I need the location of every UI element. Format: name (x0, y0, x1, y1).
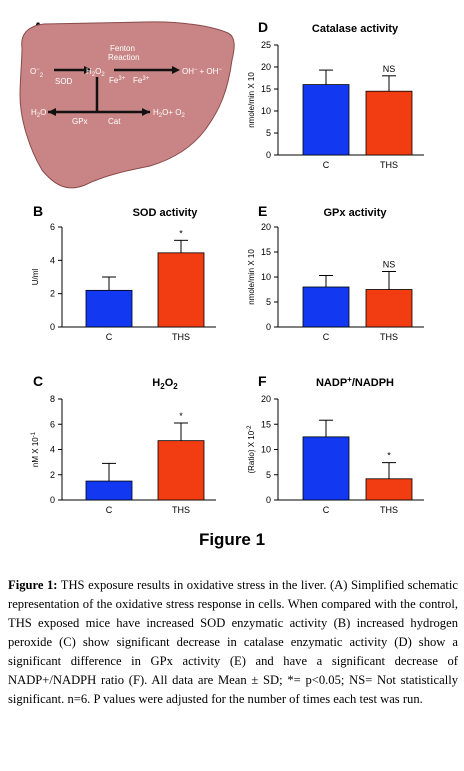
chart-d-bar-ths (365, 90, 413, 156)
chart-d-y-tick-label: 5 (266, 128, 271, 138)
o2-label: O−2 (30, 67, 44, 79)
chart-b-panel-letter: B (33, 203, 43, 219)
chart-d-title: Catalase activity (312, 23, 399, 35)
chart-f-category-label: THS (380, 505, 398, 515)
figure-label: Figure 1 (198, 530, 266, 549)
chart-e-y-tick-label: 0 (266, 322, 271, 332)
fenton-label: Fenton (110, 44, 135, 53)
caption-label: Figure 1: (8, 578, 58, 592)
fe3-label: Fe3+ (109, 76, 126, 85)
chart-d-y-tick-label: 25 (261, 40, 271, 50)
chart-c-panel-letter: C (33, 373, 43, 389)
chart-f-significance-label: * (387, 451, 391, 461)
chart-d-y-tick-label: 10 (261, 106, 271, 116)
h2o-label: H2O (31, 108, 46, 119)
chart-b-bar-ths (157, 252, 205, 328)
catalase-activity-chart: D Catalase activity 0 5 10 15 20 25 nmole/min X … (247, 19, 424, 170)
reaction-label: Reaction (108, 53, 140, 62)
chart-d-category-label: THS (380, 160, 398, 170)
chart-f-y-label: (Ratio) X 10-2 (247, 425, 256, 474)
chart-f-category-label: C (323, 505, 330, 515)
chart-b-y-tick-label: 4 (50, 255, 55, 265)
sod-activity-chart: B SOD activity 0 2 4 6 U/ml C THS * (31, 203, 216, 342)
chart-e-category-label: C (323, 332, 330, 342)
chart-f-title: NADP+/NADPH (316, 375, 394, 389)
chart-b-title: SOD activity (133, 207, 199, 219)
schematic-panel: A O−2 SOD H2O2 Fenton Reaction Fe3+ Fe3+… (19, 19, 235, 189)
chart-c-significance-label: * (179, 411, 183, 421)
chart-b-significance-label: * (179, 228, 183, 238)
caption-text: THS exposure results in oxidative stress… (8, 578, 458, 706)
chart-b-y-tick-label: 0 (50, 322, 55, 332)
oh-products-label: OH− + OH− (182, 67, 222, 76)
chart-f-y-tick-label: 0 (266, 495, 271, 505)
chart-e-y-tick-label: 10 (261, 272, 271, 282)
nadp-nadph-chart: F NADP+/NADPH 0 5 10 15 20 (Ratio) X 10-2 C THS * (247, 373, 424, 515)
chart-e-panel-letter: E (258, 203, 267, 219)
chart-e-y-label: nmole/min X 10 (247, 249, 256, 305)
chart-e-y-tick-label: 15 (261, 247, 271, 257)
figure-caption: Figure 1: THS exposure results in oxidat… (8, 576, 458, 709)
chart-c-category-label: THS (172, 505, 190, 515)
chart-b-y-tick-label: 2 (50, 289, 55, 299)
chart-e-y-tick-label: 5 (266, 297, 271, 307)
chart-b-y-label: U/ml (31, 269, 40, 286)
h2o2-chart: C H2O2 0 2 4 6 8 nM X 10-1 C THS * (31, 373, 216, 515)
chart-b-y-tick-label: 6 (50, 222, 55, 232)
h2o-o2-label: H2O+ O2 (153, 108, 185, 119)
gpx-activity-chart: E GPx activity 0 5 10 15 20 nmole/min X 10 C THS N… (247, 203, 424, 342)
chart-d-panel-letter: D (258, 19, 268, 35)
chart-e-y-tick-label: 20 (261, 222, 271, 232)
liver-shape (19, 21, 235, 189)
cat-label: Cat (108, 117, 121, 126)
chart-b-bar-c (85, 289, 133, 328)
reaction-arrows (48, 66, 180, 116)
chart-d-category-label: C (323, 160, 330, 170)
chart-c-y-label: nM X 10-1 (31, 431, 40, 467)
chart-f-y-tick-label: 5 (266, 470, 271, 480)
chart-c-y-tick-label: 2 (50, 470, 55, 480)
chart-c-y-tick-label: 8 (50, 394, 55, 404)
chart-d-y-tick-label: 15 (261, 84, 271, 94)
h2o2-label: H2O2 (86, 67, 105, 78)
chart-d-significance-label: NS (383, 64, 396, 74)
figure-1: A O−2 SOD H2O2 Fenton Reaction Fe3+ Fe3+… (19, 19, 424, 515)
chart-e-title: GPx activity (324, 207, 388, 219)
chart-e-significance-label: NS (383, 260, 396, 270)
chart-c-bar-c (85, 480, 133, 501)
fe2-label: Fe3+ (133, 76, 150, 85)
chart-c-bar-ths (157, 440, 205, 501)
chart-f-y-tick-label: 20 (261, 394, 271, 404)
chart-c-y-tick-label: 4 (50, 445, 55, 455)
sod-label: SOD (55, 77, 73, 86)
chart-d-y-label: nmole/min X 10 (247, 72, 256, 128)
chart-f-panel-letter: F (258, 373, 267, 389)
chart-c-y-tick-label: 0 (50, 495, 55, 505)
gpx-label: GPx (72, 117, 88, 126)
chart-f-bar-c (302, 436, 350, 501)
chart-f-bar-ths (365, 478, 413, 501)
chart-f-y-tick-label: 15 (261, 419, 271, 429)
chart-d-bar-c (302, 84, 350, 156)
chart-b-category-label: C (106, 332, 113, 342)
chart-c-y-tick-label: 6 (50, 419, 55, 429)
chart-d-y-tick-label: 20 (261, 62, 271, 72)
chart-e-bar-c (302, 286, 350, 328)
chart-f-y-tick-label: 10 (261, 445, 271, 455)
chart-b-category-label: THS (172, 332, 190, 342)
chart-c-title: H2O2 (152, 377, 178, 391)
chart-c-category-label: C (106, 505, 113, 515)
chart-e-bar-ths (365, 289, 413, 328)
chart-d-y-tick-label: 0 (266, 150, 271, 160)
chart-e-category-label: THS (380, 332, 398, 342)
